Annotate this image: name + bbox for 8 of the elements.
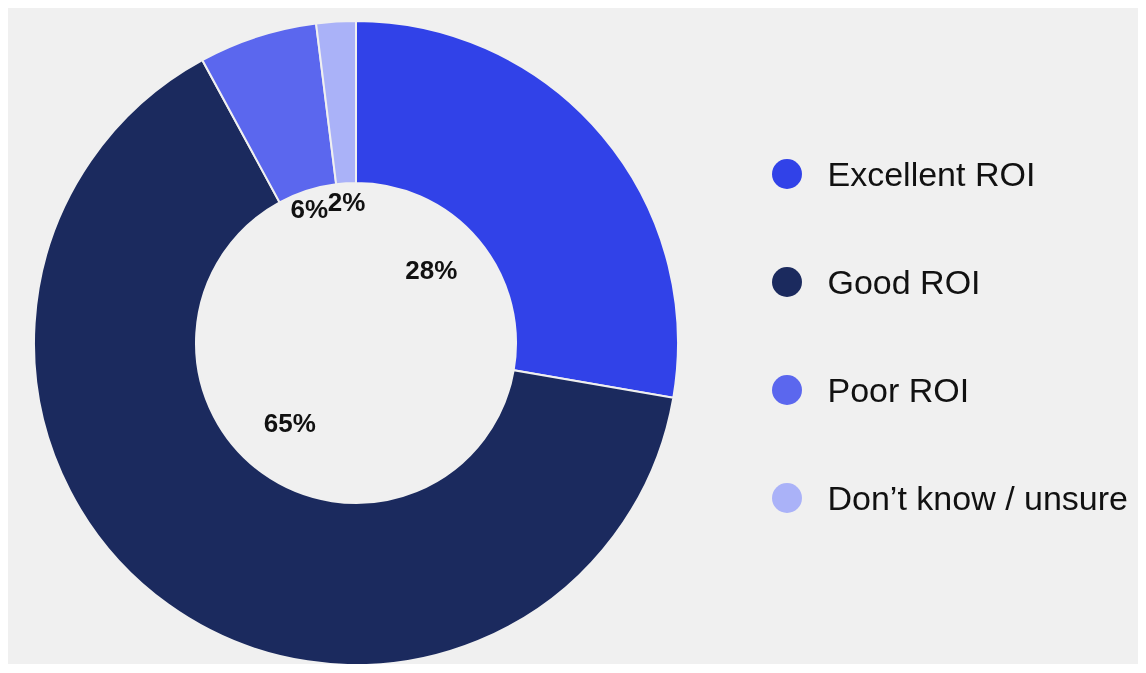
legend-label: Good ROI [827, 262, 981, 302]
data-label: 2% [327, 187, 366, 218]
legend-label: Don’t know / unsure [827, 478, 1128, 518]
data-label: 65% [263, 408, 316, 439]
legend-label: Excellent ROI [827, 154, 1036, 194]
data-label: 28% [405, 255, 458, 286]
legend-label: Poor ROI [827, 370, 970, 410]
data-label: 6% [290, 193, 329, 224]
